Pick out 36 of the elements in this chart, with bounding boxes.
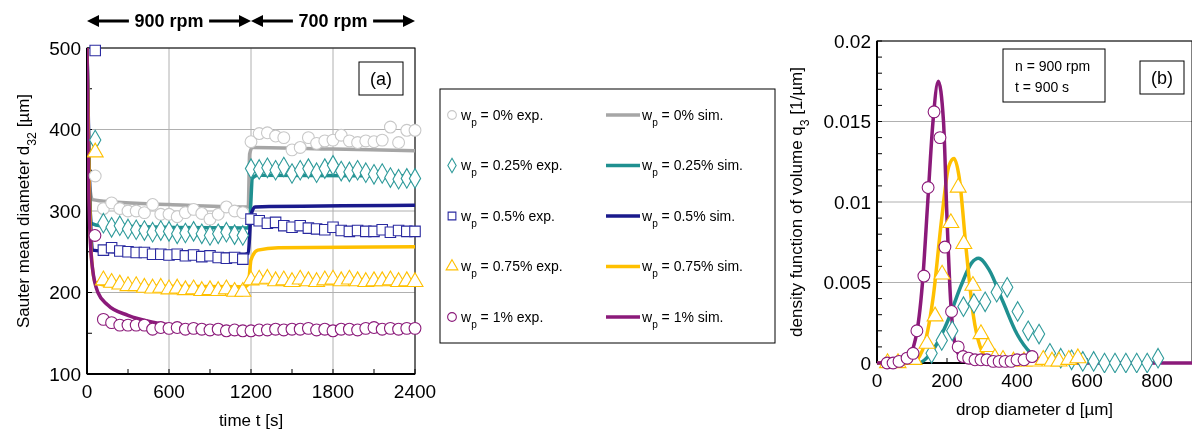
legend-label: w$_{p}$ = 1% exp. — [460, 308, 544, 330]
legend-label: w$_{p}$ = 0.75% sim. — [641, 258, 743, 279]
y-tick-label: 100 — [49, 363, 81, 385]
annotation: (a) — [370, 69, 392, 90]
x-tick-label: 800 — [1141, 370, 1173, 391]
y-tick-label: 400 — [49, 119, 81, 141]
x-tick-label: 400 — [1001, 370, 1033, 391]
x-tick-label: 600 — [1071, 370, 1103, 391]
y-tick-label: 0 — [860, 352, 871, 374]
text: 900 rpm — [134, 11, 204, 32]
x-tick-label: 1800 — [311, 381, 355, 402]
x-tick-label: 1200 — [229, 381, 273, 402]
y-tick-label: 0.01 — [834, 191, 871, 213]
legend-label: w$_{p}$ = 0.25% exp. — [460, 157, 563, 178]
text: 700 rpm — [298, 11, 368, 32]
x-tick-label: 200 — [931, 370, 963, 391]
legend-label: w$_{p}$ = 0.75% exp. — [460, 258, 563, 279]
annotation: (b) — [1151, 68, 1173, 89]
y-tick-label: 300 — [49, 200, 81, 222]
annotation: n = 900 rpm — [1015, 57, 1091, 74]
legend-label: w$_{p}$ = 0.5% sim. — [641, 207, 736, 229]
y-tick-label: 500 — [49, 37, 81, 59]
legend-label: w$_{p}$ = 0% exp. — [460, 106, 544, 128]
legend-label: w$_{p}$ = 0.25% sim. — [641, 157, 743, 178]
legend-label: w$_{p}$ = 0% sim. — [641, 106, 724, 128]
x-axis-title: drop diameter d [µm] — [955, 400, 1114, 419]
y-tick-label: 200 — [49, 282, 81, 304]
y-tick-label: 0.02 — [834, 30, 871, 52]
legend-label: w$_{p}$ = 0.5% exp. — [460, 207, 555, 229]
x-tick-label: 600 — [153, 381, 185, 402]
y-tick-label: 0.005 — [823, 272, 871, 294]
y-tick-label: 0.015 — [823, 111, 871, 133]
annotation: t = 900 s — [1015, 78, 1070, 95]
x-tick-label: 2400 — [393, 381, 437, 402]
x-axis-title: time t [s] — [218, 411, 284, 430]
legend-label: w$_{p}$ = 1% sim. — [641, 308, 724, 330]
